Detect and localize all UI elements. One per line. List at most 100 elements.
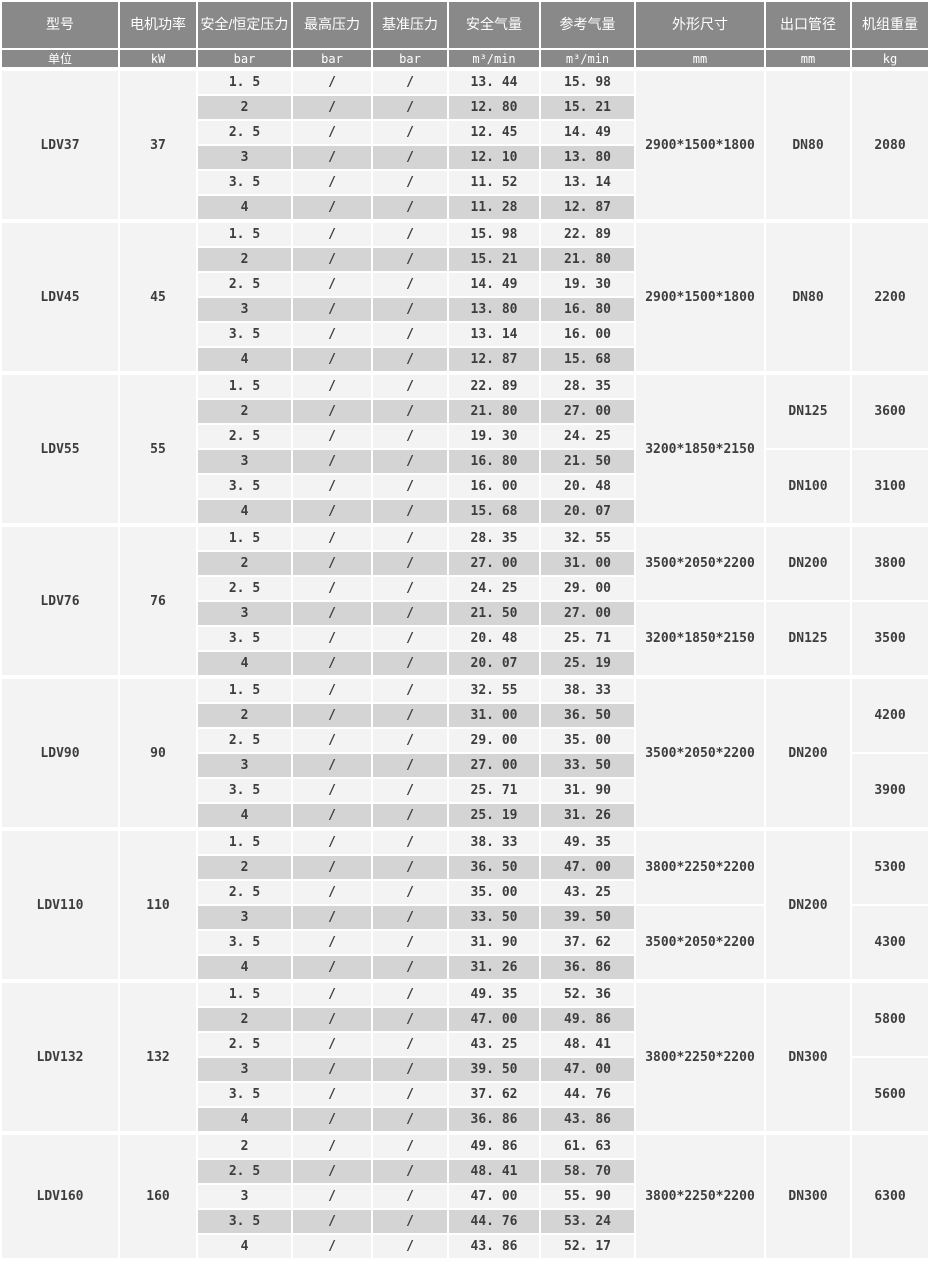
cell-max-pressure: / <box>293 348 371 371</box>
column-header-model: 型号 <box>2 2 118 48</box>
cell-max-pressure: / <box>293 475 371 498</box>
cell-outlet: DN200 <box>766 525 850 600</box>
table-row: 3. 5//20. 48 25. 71 <box>2 627 928 650</box>
cell-safe-flow: 36. 50 <box>449 856 539 879</box>
table-row: 2. 5//35. 00 43. 25 <box>2 881 928 904</box>
cell-safe-flow: 39. 50 <box>449 1058 539 1081</box>
cell-max-pressure: / <box>293 1108 371 1131</box>
cell-max-pressure: / <box>293 323 371 346</box>
cell-safe-flow: 13. 80 <box>449 298 539 321</box>
cell-power: 76 <box>120 525 196 675</box>
cell-ref-flow: 36. 50 <box>541 704 634 727</box>
cell-safe-flow: 49. 86 <box>449 1133 539 1158</box>
cell-ref-flow: 22. 89 <box>541 221 634 246</box>
cell-max-pressure: / <box>293 1235 371 1258</box>
unit-weight: kg <box>852 50 928 67</box>
cell-safe-flow: 28. 35 <box>449 525 539 550</box>
cell-pressure: 4 <box>198 196 291 219</box>
cell-base-pressure: / <box>373 248 447 271</box>
cell-power: 110 <box>120 829 196 979</box>
cell-max-pressure: / <box>293 500 371 523</box>
cell-dimensions: 3200*1850*2150 <box>636 602 764 675</box>
cell-pressure: 3 <box>198 450 291 473</box>
cell-ref-flow: 53. 24 <box>541 1210 634 1233</box>
cell-safe-flow: 43. 86 <box>449 1235 539 1258</box>
table-row: LDV55 55 1. 5//22. 89 28. 35 3200*1850*2150 D… <box>2 373 928 523</box>
cell-pressure: 3. 5 <box>198 1083 291 1106</box>
cell-safe-flow: 20. 48 <box>449 627 539 650</box>
cell-outlet: DN200 <box>766 829 850 979</box>
cell-dimensions: 3800*2250*2200 <box>636 1133 764 1258</box>
cell-safe-flow: 16. 00 <box>449 475 539 498</box>
cell-pressure: 3. 5 <box>198 627 291 650</box>
table-row: 3//47. 00 55. 90 <box>2 1185 928 1208</box>
cell-ref-flow: 44. 76 <box>541 1083 634 1106</box>
cell-ref-flow: 16. 00 <box>541 323 634 346</box>
table-row: 3. 5//25. 71 31. 90 <box>2 779 928 802</box>
cell-model: LDV110 <box>2 829 118 979</box>
cell-max-pressure: / <box>293 248 371 271</box>
cell-base-pressure: / <box>373 677 447 702</box>
cell-weight: 5800 <box>852 981 928 1056</box>
cell-base-pressure: / <box>373 956 447 979</box>
cell-max-pressure: / <box>293 779 371 802</box>
table-row: 3. 5//37. 62 44. 76 <box>2 1083 928 1106</box>
cell-power: 55 <box>120 373 196 523</box>
cell-max-pressure: / <box>293 196 371 219</box>
cell-max-pressure: / <box>293 1133 371 1158</box>
unit-ref-flow: m³/min <box>541 50 634 67</box>
cell-pressure: 3 <box>198 298 291 321</box>
cell-base-pressure: / <box>373 1108 447 1131</box>
cell-safe-flow: 37. 62 <box>449 1083 539 1106</box>
unit-safe-flow: m³/min <box>449 50 539 67</box>
cell-ref-flow: 27. 00 <box>541 602 634 625</box>
cell-ref-flow: 39. 50 <box>541 906 634 929</box>
cell-base-pressure: / <box>373 500 447 523</box>
cell-ref-flow: 15. 68 <box>541 348 634 371</box>
cell-base-pressure: / <box>373 475 447 498</box>
cell-pressure: 2. 5 <box>198 1033 291 1056</box>
cell-base-pressure: / <box>373 931 447 954</box>
cell-ref-flow: 21. 80 <box>541 248 634 271</box>
cell-base-pressure: / <box>373 906 447 929</box>
cell-outlet: DN125 <box>766 373 850 448</box>
table-row: 2. 5//29. 00 35. 00 <box>2 729 928 752</box>
cell-pressure: 3. 5 <box>198 779 291 802</box>
cell-pressure: 4 <box>198 956 291 979</box>
cell-base-pressure: / <box>373 1008 447 1031</box>
cell-weight: 6300 <box>852 1133 928 1258</box>
cell-outlet: DN200 <box>766 677 850 827</box>
cell-safe-flow: 11. 28 <box>449 196 539 219</box>
cell-ref-flow: 20. 07 <box>541 500 634 523</box>
cell-ref-flow: 20. 48 <box>541 475 634 498</box>
cell-base-pressure: / <box>373 171 447 194</box>
cell-pressure: 2 <box>198 248 291 271</box>
cell-base-pressure: / <box>373 704 447 727</box>
cell-safe-flow: 44. 76 <box>449 1210 539 1233</box>
cell-weight: 3500 <box>852 602 928 675</box>
cell-outlet: DN80 <box>766 221 850 371</box>
cell-power: 90 <box>120 677 196 827</box>
cell-base-pressure: / <box>373 450 447 473</box>
cell-safe-flow: 48. 41 <box>449 1160 539 1183</box>
cell-max-pressure: / <box>293 425 371 448</box>
table-row: 3. 5//13. 14 16. 00 <box>2 323 928 346</box>
table-row: 2//27. 00 31. 00 <box>2 552 928 575</box>
cell-pressure: 1. 5 <box>198 829 291 854</box>
table-row: 2. 5//14. 49 19. 30 <box>2 273 928 296</box>
cell-ref-flow: 37. 62 <box>541 931 634 954</box>
table-row: LDV160 160 2//49. 86 61. 63 3800*2250*2200 DN… <box>2 1133 928 1258</box>
cell-base-pressure: / <box>373 552 447 575</box>
cell-ref-flow: 29. 00 <box>541 577 634 600</box>
cell-pressure: 2 <box>198 96 291 119</box>
cell-outlet: DN80 <box>766 69 850 219</box>
cell-ref-flow: 38. 33 <box>541 677 634 702</box>
cell-safe-flow: 12. 45 <box>449 121 539 144</box>
cell-base-pressure: / <box>373 829 447 854</box>
cell-max-pressure: / <box>293 704 371 727</box>
table-row: 4//43. 86 52. 17 <box>2 1235 928 1258</box>
cell-max-pressure: / <box>293 1083 371 1106</box>
cell-weight: 2200 <box>852 221 928 371</box>
cell-weight: 3900 <box>852 754 928 827</box>
cell-max-pressure: / <box>293 677 371 702</box>
